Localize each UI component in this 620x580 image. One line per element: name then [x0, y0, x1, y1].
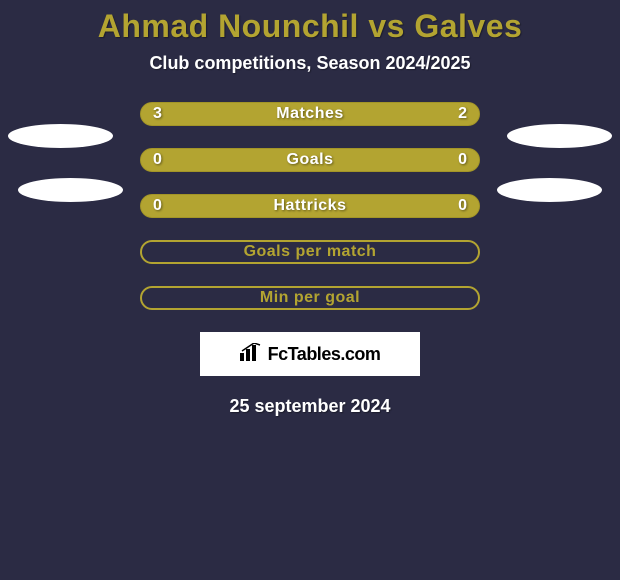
stat-label: Goals	[287, 151, 334, 169]
stat-left-value: 0	[153, 151, 162, 169]
stat-row-goals: 0 Goals 0	[140, 148, 480, 172]
stat-right-value: 0	[458, 197, 467, 215]
stats-column: 3 Matches 2 0 Goals 0 0 Hattricks 0 Goal…	[140, 102, 480, 310]
stat-label: Goals per match	[244, 243, 377, 261]
page-subtitle: Club competitions, Season 2024/2025	[0, 53, 620, 74]
left-ellipse-1	[8, 124, 113, 148]
chart-icon	[240, 343, 262, 366]
brand-badge: FcTables.com	[200, 332, 420, 376]
left-ellipse-2	[18, 178, 123, 202]
page-title: Ahmad Nounchil vs Galves	[0, 8, 620, 45]
stat-right-value: 0	[458, 151, 467, 169]
stat-row-matches: 3 Matches 2	[140, 102, 480, 126]
stat-right-value: 2	[458, 105, 467, 123]
stat-left-value: 0	[153, 197, 162, 215]
stat-row-min-per-goal: Min per goal	[140, 286, 480, 310]
stat-row-hattricks: 0 Hattricks 0	[140, 194, 480, 218]
right-ellipse-1	[507, 124, 612, 148]
brand-text: FcTables.com	[268, 344, 381, 365]
stat-row-goals-per-match: Goals per match	[140, 240, 480, 264]
stat-label: Min per goal	[260, 289, 360, 307]
date-text: 25 september 2024	[0, 396, 620, 417]
stat-left-value: 3	[153, 105, 162, 123]
right-ellipse-2	[497, 178, 602, 202]
stat-label: Matches	[276, 105, 344, 123]
stat-label: Hattricks	[274, 197, 347, 215]
